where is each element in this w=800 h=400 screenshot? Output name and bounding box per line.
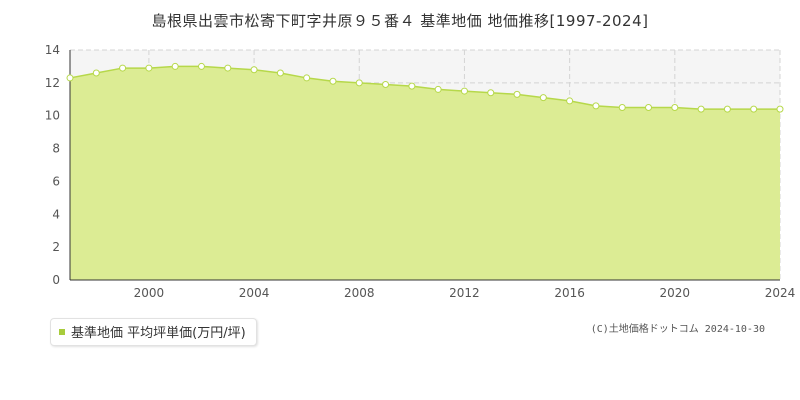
chart-title: 島根県出雲市松寄下町字井原９５番４ 基準地価 地価推移[1997-2024] xyxy=(151,12,649,30)
copyright-text: (C)土地価格ドットコム 2024-10-30 xyxy=(590,324,765,335)
data-point-2023 xyxy=(750,105,758,113)
data-point-2022 xyxy=(723,105,731,113)
area-fill xyxy=(70,66,780,280)
data-point-2017 xyxy=(592,102,600,110)
x-tick-label-2000: 2000 xyxy=(134,286,165,300)
data-point-2016 xyxy=(566,97,574,105)
data-point-2015 xyxy=(539,94,547,102)
data-point-2018 xyxy=(618,104,626,111)
legend-marker xyxy=(59,328,65,335)
data-point-2000 xyxy=(145,64,153,72)
y-tick-label-0: 0 xyxy=(52,273,60,287)
legend: 基準地価 平均坪単価(万円/坪) xyxy=(50,318,257,346)
x-tick-label-2016: 2016 xyxy=(554,286,585,300)
x-tick-label-2004: 2004 xyxy=(239,286,270,300)
area-series xyxy=(69,65,780,280)
data-point-1997 xyxy=(66,74,74,82)
x-tick-label-2008: 2008 xyxy=(344,286,375,300)
x-tick-label-2012: 2012 xyxy=(449,286,480,300)
data-point-2005 xyxy=(276,69,284,77)
tick-labels: 0 2 4 6 8 10 12 14 2000 2004 2008 2012 2016 2020 2024 xyxy=(45,43,796,300)
y-tick-label-2: 2 xyxy=(52,240,60,254)
data-point-2013 xyxy=(487,89,495,97)
data-point-2021 xyxy=(697,105,705,113)
data-point-2006 xyxy=(303,74,311,82)
data-point-2003 xyxy=(224,64,232,72)
y-tick-label-10: 10 xyxy=(45,109,60,123)
data-point-2009 xyxy=(382,81,390,88)
data-point-2012 xyxy=(460,87,468,95)
data-point-2011 xyxy=(434,85,442,93)
x-tick-label-2024: 2024 xyxy=(765,286,796,300)
data-point-2004 xyxy=(250,66,258,74)
data-point-2010 xyxy=(408,82,416,90)
data-point-2020 xyxy=(671,104,679,111)
data-point-2008 xyxy=(355,79,363,87)
x-tick-label-2020: 2020 xyxy=(660,286,691,300)
y-tick-label-14: 14 xyxy=(45,43,60,57)
data-markers xyxy=(66,62,784,113)
data-point-1999 xyxy=(119,64,127,72)
data-point-2019 xyxy=(645,104,653,111)
series-line xyxy=(69,65,780,110)
data-point-2002 xyxy=(197,62,205,70)
y-tick-label-12: 12 xyxy=(45,76,60,90)
y-tick-label-6: 6 xyxy=(52,174,60,188)
data-point-2024 xyxy=(776,105,784,113)
axes xyxy=(69,50,780,281)
y-tick-label-8: 8 xyxy=(52,142,60,156)
legend-label: 基準地価 平均坪単価(万円/坪) xyxy=(71,326,246,341)
y-tick-label-4: 4 xyxy=(52,207,60,221)
data-point-2007 xyxy=(329,77,337,85)
data-point-2014 xyxy=(513,90,521,98)
data-point-2001 xyxy=(171,62,179,70)
data-point-1998 xyxy=(92,69,100,77)
